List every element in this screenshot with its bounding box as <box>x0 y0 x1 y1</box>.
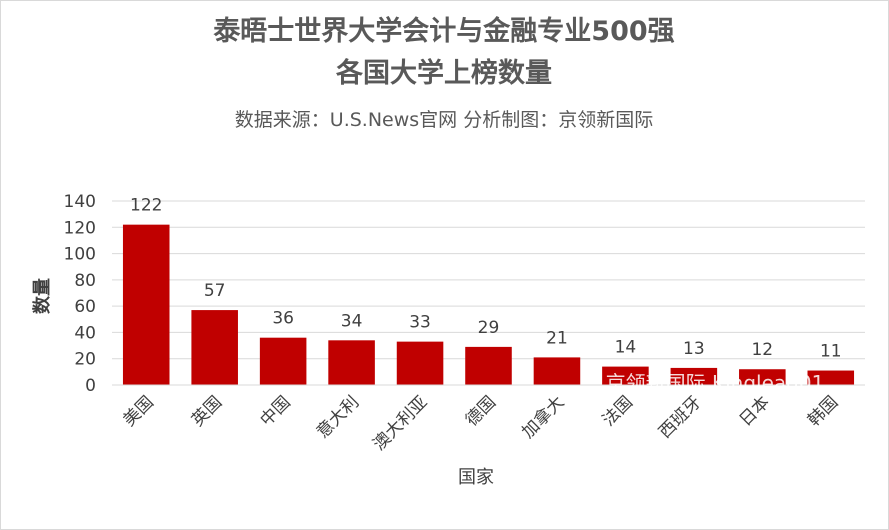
value-label: 12 <box>751 340 773 360</box>
value-label: 11 <box>820 342 842 362</box>
value-label: 122 <box>130 196 162 216</box>
x-axis-label: 国家 <box>458 467 494 488</box>
value-label: 57 <box>204 281 226 301</box>
value-label: 13 <box>683 339 705 359</box>
bar <box>328 340 375 385</box>
chart-subtitle: 数据来源：U.S.News官网 分析制图：京领新国际 <box>235 109 653 131</box>
watermark: 京领新国际 Kinglead01 <box>606 371 825 395</box>
y-tick-label: 0 <box>85 376 96 396</box>
y-axis-label: 数量 <box>31 278 53 314</box>
bar <box>465 346 512 385</box>
y-tick-label: 60 <box>74 297 96 317</box>
bar <box>739 369 786 385</box>
value-label: 21 <box>546 328 568 348</box>
y-tick-label: 40 <box>74 323 96 343</box>
y-tick-label: 140 <box>64 192 96 212</box>
y-tick-label: 100 <box>64 245 96 265</box>
value-label: 36 <box>272 309 294 329</box>
value-label: 34 <box>341 311 363 331</box>
y-tick-label: 20 <box>74 350 96 370</box>
y-tick-label: 120 <box>64 218 96 238</box>
bar <box>533 357 581 385</box>
value-label: 29 <box>478 318 500 338</box>
bar <box>807 370 855 385</box>
value-label: 33 <box>409 313 431 333</box>
y-tick-label: 80 <box>74 271 96 291</box>
bar <box>396 341 444 385</box>
value-label: 14 <box>615 338 637 358</box>
chart-title: 各国大学上榜数量 <box>335 57 552 89</box>
bar <box>191 310 238 385</box>
bar <box>259 337 307 385</box>
bar <box>122 224 170 385</box>
bar <box>670 367 718 385</box>
chart-title: 泰晤士世界大学会计与金融专业500强 <box>213 15 674 47</box>
bar <box>602 366 649 385</box>
